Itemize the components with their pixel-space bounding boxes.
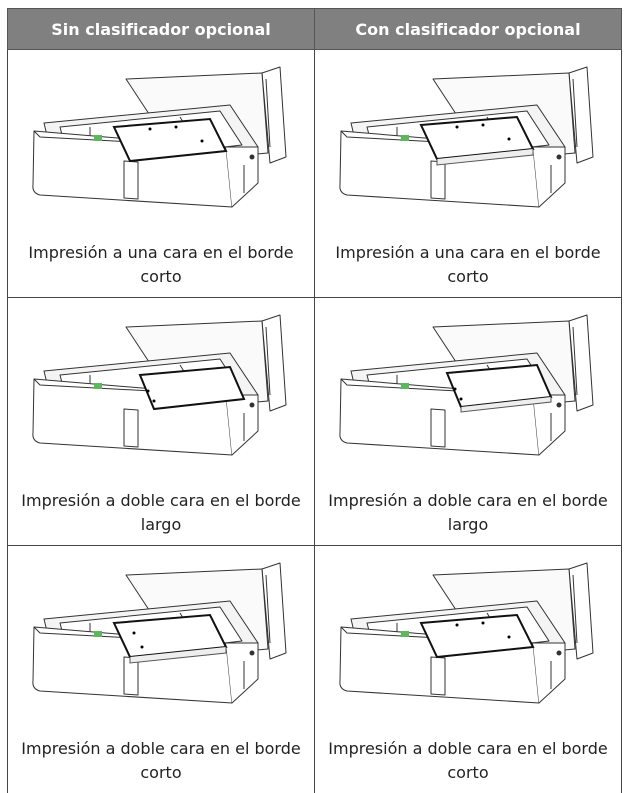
column-header: Sin clasificador opcional: [7, 8, 315, 50]
header-row: Sin clasificador opcional Con clasificad…: [7, 8, 622, 50]
tray-illustration: [30, 65, 292, 217]
tray-illustration: [337, 561, 599, 713]
tray-table: Sin clasificador opcional Con clasificad…: [7, 8, 622, 793]
tray-illustration: [30, 561, 292, 713]
caption: Impresión a doble cara en el borde largo: [328, 491, 608, 534]
tray-illustration: [337, 313, 599, 465]
cell: Impresión a doble cara en el borde corto: [314, 545, 622, 793]
caption: Impresión a doble cara en el borde largo: [21, 491, 301, 534]
caption: Impresión a doble cara en el borde corto: [21, 739, 301, 782]
cell: Impresión a doble cara en el borde corto: [7, 545, 315, 793]
column-header: Con clasificador opcional: [314, 8, 622, 50]
cell: Impresión a doble cara en el borde largo: [7, 297, 315, 546]
tray-illustration: [337, 65, 599, 217]
row: Impresión a doble cara en el borde largo…: [7, 297, 622, 546]
caption: Impresión a una cara en el borde corto: [335, 243, 601, 286]
cell: Impresión a doble cara en el borde largo: [314, 297, 622, 546]
caption: Impresión a una cara en el borde corto: [28, 243, 294, 286]
cell: Impresión a una cara en el borde corto: [7, 49, 315, 298]
row: Impresión a doble cara en el borde corto…: [7, 545, 622, 793]
caption: Impresión a doble cara en el borde corto: [328, 739, 608, 782]
tray-illustration: [30, 313, 292, 465]
cell: Impresión a una cara en el borde corto: [314, 49, 622, 298]
row: Impresión a una cara en el borde corto I…: [7, 49, 622, 298]
